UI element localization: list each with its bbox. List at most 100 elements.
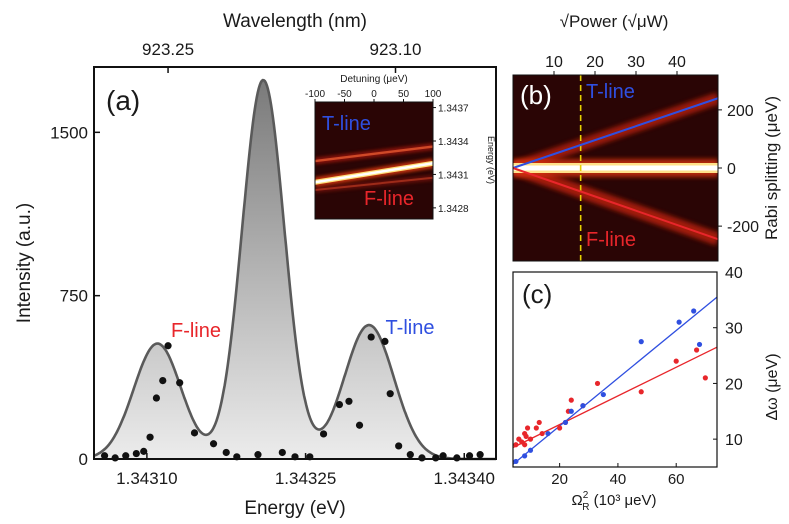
data-point: [386, 390, 394, 398]
y-tick-label: 1500: [50, 123, 88, 142]
c-x-tick-label: 40: [610, 471, 627, 488]
fit-lines: [512, 296, 718, 465]
b-top-tick-label: 40: [668, 54, 686, 71]
point-f-line: [694, 347, 700, 353]
point-f-line: [536, 419, 542, 426]
data-point: [164, 342, 172, 350]
point-t-line: [638, 339, 644, 345]
c-y-tick-label: 30: [725, 321, 743, 338]
point-t-line: [522, 453, 528, 459]
t-line-fit: [512, 97, 719, 169]
panel-a-top-title: Wavelength (nm): [223, 11, 367, 32]
x-axis-label: Energy (eV): [244, 498, 345, 519]
fit-curve: [93, 78, 496, 461]
point-f-line: [673, 358, 679, 364]
point-t-line: [580, 403, 586, 409]
data-point: [190, 429, 199, 437]
c-y-tick-label: 10: [725, 432, 743, 449]
panel-b-top-title: √Power (√μW): [560, 12, 669, 31]
panel-b-top-ticks: 10 20 30 40: [545, 54, 686, 75]
fit-line-t-line: [512, 296, 718, 465]
data-point: [418, 454, 426, 462]
panel-b-y-ticks: 200 0 -200: [718, 103, 759, 236]
data-point: [319, 430, 328, 438]
data-point: [406, 451, 414, 459]
point-t-line: [676, 319, 682, 325]
data-point: [159, 377, 167, 385]
point-f-line: [568, 397, 574, 403]
y-tick-label: 750: [60, 287, 88, 306]
x-tick-label: 1.34310: [116, 469, 177, 488]
f-line-fit: [512, 167, 719, 241]
panel-b-y-axis-label: Rabi splitting (μeV): [762, 96, 781, 240]
point-t-line: [562, 419, 569, 426]
fit-line-f-line: [512, 346, 718, 449]
x-unit: (10³ μeV): [590, 492, 657, 509]
y-tick-label: 0: [79, 450, 88, 469]
top-tick-label: 923.10: [370, 40, 422, 59]
data-point: [100, 452, 109, 460]
point-t-line: [513, 458, 519, 465]
y-axis-label: Intensity (a.u.): [14, 203, 35, 323]
panel-a-top-ticks: 923.25 923.10: [142, 40, 422, 73]
c-x-tick-label: 20: [551, 471, 568, 488]
panel-b-t-line-label: T-line: [586, 81, 635, 103]
point-t-line: [545, 430, 551, 437]
data-point: [395, 442, 403, 450]
data-points: [100, 333, 484, 462]
panel-c-x-axis-label: Ω2 R (10³ μeV): [571, 490, 656, 513]
inset-branch-upper: [315, 145, 433, 163]
point-f-line: [527, 436, 534, 442]
inset-branch-lower: [315, 174, 433, 194]
point-f-line: [594, 380, 601, 387]
scatter-points: [513, 308, 708, 465]
inset-x-tick-label: 0: [371, 89, 377, 100]
data-point: [432, 454, 440, 462]
panel-a-label: (a): [106, 85, 140, 116]
t-line-label: T-line: [386, 317, 435, 339]
data-point: [439, 452, 447, 460]
inset-x-tick-label: 100: [425, 89, 442, 100]
panel-c-label: (c): [522, 279, 552, 309]
inset-y-tick-label: 1.3431: [438, 170, 469, 181]
inset-x-ticks: -100 -50 0 50 100: [305, 89, 442, 102]
data-point: [132, 449, 140, 458]
panel-a-frame: [93, 66, 497, 460]
point-t-line: [696, 341, 703, 348]
panel-b-f-line-label: F-line: [586, 229, 636, 251]
data-point: [122, 452, 130, 460]
data-point: [381, 337, 389, 345]
point-f-line: [638, 389, 644, 395]
data-point: [465, 452, 474, 460]
c-y-tick-label: 20: [725, 376, 743, 393]
b-top-tick-label: 10: [545, 54, 563, 71]
panel-a-x-ticks: 1.34310 1.34325 1.34340: [116, 453, 495, 488]
panel-c-y-ticks: 10 20 30 40: [713, 265, 743, 449]
point-f-line: [533, 425, 539, 431]
omega-superscript: 2: [583, 490, 589, 501]
b-y-tick-label: -200: [727, 219, 759, 236]
inset-y-tick-label: 1.3437: [438, 104, 469, 115]
c-y-tick-label: 40: [725, 265, 743, 282]
b-y-tick-label: 200: [727, 103, 754, 120]
panel-c-x-ticks: 20 40 60: [551, 463, 685, 488]
panel-b-label: (b): [520, 80, 552, 110]
data-point: [453, 454, 461, 462]
data-point: [355, 421, 364, 429]
inset-f-line-label: F-line: [364, 188, 414, 210]
inset-t-line-label: T-line: [322, 113, 371, 135]
inset-x-tick-label: -100: [305, 89, 325, 100]
data-point: [176, 379, 184, 387]
top-tick-label: 923.25: [142, 40, 194, 59]
b-top-tick-label: 30: [627, 54, 645, 71]
data-point: [476, 451, 484, 459]
data-point: [254, 451, 262, 459]
point-t-line: [527, 447, 534, 453]
inset-y-tick-label: 1.3428: [438, 204, 469, 215]
panel-c-frame: [512, 271, 718, 468]
point-f-line: [513, 442, 519, 448]
panel-a-y-ticks: 0 750 1500: [50, 123, 100, 469]
data-point: [278, 448, 286, 457]
data-point: [152, 394, 161, 402]
